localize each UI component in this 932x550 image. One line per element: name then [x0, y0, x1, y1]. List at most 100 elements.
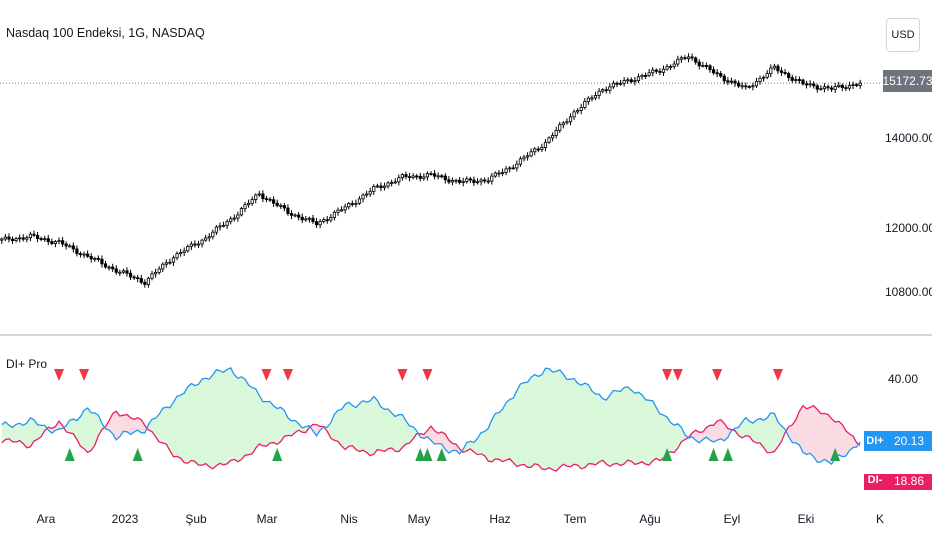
price-candle [522, 156, 526, 160]
price-candle [279, 205, 283, 207]
di-bull-fill [570, 378, 575, 467]
price-candle [490, 175, 494, 182]
di-bull-fill [202, 378, 206, 466]
price-candle [429, 173, 433, 175]
di-bull-fill [681, 427, 685, 442]
price-candle [676, 58, 680, 65]
price-candle [436, 175, 440, 178]
currency-button[interactable]: USD [886, 18, 920, 52]
di-bull-fill [624, 386, 628, 464]
price-candle [715, 72, 719, 75]
di-bull-fill [642, 394, 646, 465]
di-bull-fill [738, 421, 743, 438]
di-bull-fill [338, 409, 342, 447]
di-bull-fill [348, 402, 353, 447]
price-candle [211, 231, 215, 238]
price-candle [776, 65, 780, 72]
price-candle [493, 172, 497, 177]
price-candle [218, 225, 222, 228]
price-candle [111, 266, 115, 270]
di-bear-fill [795, 411, 800, 446]
di-bull-fill [405, 421, 410, 444]
di-bull-fill [649, 400, 653, 465]
di-bull-fill [69, 419, 74, 434]
price-candle [847, 85, 852, 89]
price-candle [683, 57, 687, 60]
price-candle [32, 233, 36, 236]
di-bull-fill [148, 419, 153, 432]
price-candle [536, 148, 540, 151]
buy-signal-triangle [436, 448, 447, 461]
di-bull-fill [763, 417, 768, 453]
price-candle [794, 79, 798, 81]
di-bull-fill [488, 419, 492, 462]
price-candle [765, 73, 769, 78]
price-candle [103, 263, 108, 268]
price-candle [411, 175, 415, 179]
di-bull-fill [377, 400, 381, 451]
di-bull-fill [191, 383, 195, 462]
buy-signal-triangle [422, 448, 433, 461]
di-bull-fill [513, 390, 517, 467]
indicator-title: DI+ Pro [6, 357, 48, 371]
time-axis-label: K [875, 512, 885, 526]
di-bear-fill [813, 405, 818, 463]
price-candle [57, 240, 61, 243]
price-candle [132, 276, 136, 279]
di-bull-fill [538, 374, 542, 469]
price-candle [382, 185, 387, 189]
di-bull-fill [391, 412, 396, 452]
price-candle [7, 236, 11, 240]
price-candle [844, 87, 848, 89]
price-candle [590, 97, 594, 100]
di-bull-fill [187, 383, 192, 464]
price-candle [18, 237, 22, 240]
price-candle [533, 148, 537, 153]
di-bull-fill [523, 382, 528, 468]
price-candle [744, 85, 748, 88]
price-candle [39, 238, 43, 240]
price-candle [28, 233, 33, 239]
di-bull-fill [270, 401, 274, 444]
buy-signal-triangle [272, 448, 283, 461]
price-candle [204, 237, 208, 241]
price-candle [701, 65, 705, 67]
price-candle [572, 111, 576, 118]
price-candle [332, 211, 337, 218]
price-candle [35, 234, 40, 239]
price-axis-label: 12000.00 [885, 221, 932, 235]
price-candle [454, 179, 458, 182]
price-candle [586, 97, 590, 102]
price-candle [508, 167, 512, 170]
price-candle [282, 205, 286, 209]
price-candle [50, 241, 54, 244]
di-bear-fill [123, 414, 127, 432]
di-bull-fill [12, 424, 17, 443]
di-bull-fill [552, 371, 557, 472]
price-candle [740, 85, 744, 88]
di-bull-fill [631, 390, 635, 465]
price-candle [207, 236, 211, 239]
di-bull-fill [516, 384, 521, 467]
price-candle [558, 124, 562, 131]
di-bull-fill [520, 382, 524, 466]
di-bull-fill [760, 418, 764, 448]
di-bull-fill [155, 414, 160, 443]
price-candle [511, 167, 515, 170]
di-bull-fill [198, 378, 203, 466]
price-candle [597, 90, 601, 96]
price-candle [214, 226, 218, 233]
price-candle [75, 248, 79, 255]
di-bear-fill [119, 415, 124, 437]
price-candle [93, 257, 97, 260]
buy-signal-triangle [708, 448, 719, 461]
di-bull-fill [245, 379, 249, 456]
price-candle [136, 277, 140, 280]
di-bear-fill [835, 421, 839, 459]
price-axis-label: 14000.00 [885, 131, 932, 145]
sell-signal-triangle [79, 369, 90, 381]
buy-signal-triangle [64, 448, 75, 461]
di-bull-fill [531, 374, 535, 468]
di-bull-fill [742, 417, 746, 438]
price-candle [711, 69, 716, 74]
